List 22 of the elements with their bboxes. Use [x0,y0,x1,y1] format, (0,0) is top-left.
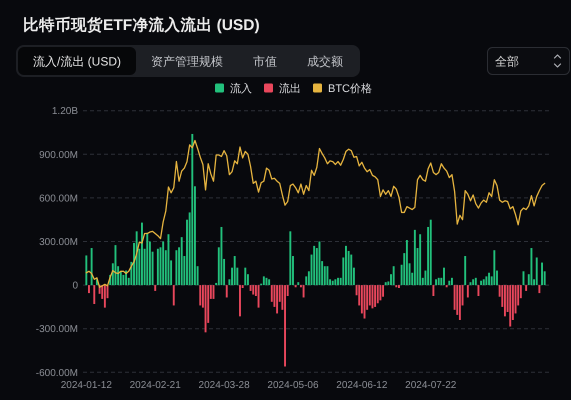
tab-label: 市值 [253,54,277,68]
y-tick-label: 1.20B [52,106,78,118]
tab-label: 流入/流出 (USD) [33,54,121,68]
legend-label: 流出 [279,83,301,95]
legend-label: 流入 [230,83,252,95]
legend-label: BTC价格 [328,83,372,95]
y-tick-label: 900.00M [39,150,78,161]
x-tick-label: 2024-02-21 [130,380,181,391]
y-tick-label: 0 [72,280,78,292]
y-tick-label: -300.00M [36,324,78,336]
y-tick-label: 600.00M [39,193,78,204]
x-tick-label: 2024-03-28 [198,380,250,391]
selector-label: 全部 [495,54,519,68]
x-tick-label: 2024-07-22 [405,380,456,391]
x-tick-label: 2024-01-12 [60,380,112,391]
y-tick-label: -600.00M [36,368,78,379]
x-tick-label: 2024-06-12 [336,380,388,391]
chart-title: 比特币现货ETF净流入流出 (USD) [23,17,260,34]
tab-label: 成交额 [307,54,343,68]
tab-label: 资产管理规模 [151,54,223,68]
x-tick-label: 2024-05-06 [267,380,319,391]
y-tick-label: 300.00M [39,237,78,248]
